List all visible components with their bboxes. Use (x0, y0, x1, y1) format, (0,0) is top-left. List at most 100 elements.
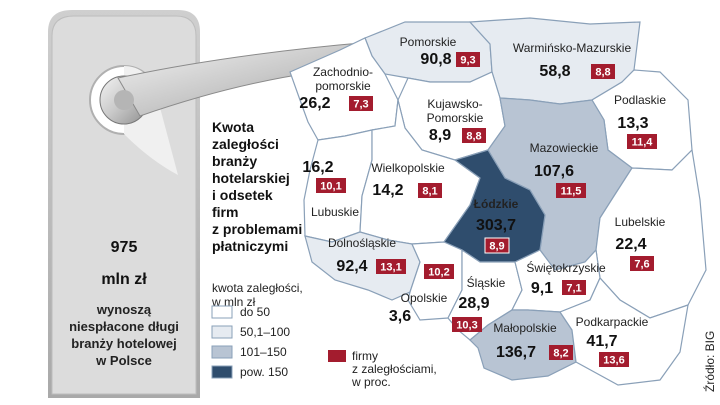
region-value: 107,6 (534, 163, 574, 180)
percent-badge (562, 280, 586, 295)
region-label-lubelskie: Lubelskie 22,4 7,6 (615, 215, 666, 271)
region-value: 28,9 (458, 295, 489, 312)
region-label-zachodniopomorskie: Zachodnio-pomorskie 26,2 7,3 (299, 65, 373, 112)
region-name: Lubelskie (615, 215, 666, 229)
percent-badge-label: 11,5 (561, 186, 582, 198)
region-name: Wielkopolskie (371, 161, 445, 175)
legend-label: 101–150 (240, 345, 287, 359)
percent-badge-label: 8,2 (553, 348, 568, 360)
region-podkarpackie[interactable] (559, 276, 689, 386)
legend-firms-swatch (328, 350, 346, 362)
region-name: Mazowieckie (530, 141, 599, 155)
region-opolskie[interactable] (407, 241, 463, 321)
percent-badge-label: 10,1 (320, 181, 341, 193)
total-caption-line: niespłacone długi (69, 319, 179, 334)
region-value: 136,7 (496, 344, 536, 361)
region-name: Warmińsko-Mazurskie (513, 41, 632, 55)
region-labels-layer: Pomorskie 90,8 9,3 Warmińsko-Mazurskie 58,8 8… (299, 35, 666, 367)
region-name: Zachodnio- (313, 65, 373, 79)
region-label-warminsko-mazurskie: Warmińsko-Mazurskie 58,8 8,8 (513, 41, 632, 80)
percent-badge-label: 8,9 (489, 241, 504, 253)
region-name: Dolnośląskie (328, 236, 396, 250)
region-name: Kujawsko- (427, 97, 482, 111)
region-name: Łódzkie (474, 197, 519, 211)
region-value: 14,2 (372, 182, 403, 199)
region-value: 9,1 (531, 280, 553, 297)
region-value: 41,7 (586, 333, 617, 350)
percent-badge (630, 256, 654, 271)
total-value: 975 (111, 239, 138, 256)
percent-badge-label: 13,6 (603, 355, 624, 367)
region-name: pomorskie (315, 79, 371, 93)
region-label-slaskie: Śląskie 28,9 10,3 (452, 275, 506, 332)
percent-badge (424, 264, 454, 279)
region-label-kujawsko-pomorskie: Kujawsko-Pomorskie 8,9 8,8 (427, 97, 486, 144)
legend-item: do 50 (211, 305, 270, 319)
region-name: Lubuskie (311, 205, 359, 219)
total-unit: mln zł (101, 271, 147, 288)
title-line: firm (212, 204, 238, 220)
region-value: 303,7 (476, 217, 516, 234)
region-name: Małopolskie (493, 321, 557, 335)
region-value: 16,2 (302, 159, 333, 176)
percent-badge-label: 7,3 (353, 99, 368, 111)
percent-badge (376, 259, 406, 274)
total-caption-line: wynoszą (96, 302, 152, 317)
percent-badge-label: 11,4 (632, 137, 654, 149)
percent-badge-label: 8,8 (466, 131, 481, 143)
region-label-opolskie: Opolskie 3,6 10,2 (389, 264, 454, 325)
region-label-podlaskie: Podlaskie 13,3 11,4 (614, 93, 666, 149)
region-label-pomorskie: Pomorskie 90,8 9,3 (400, 35, 480, 68)
percent-badge (591, 64, 615, 79)
legend-swatch (211, 305, 233, 319)
percent-badge-label: 8,1 (422, 186, 437, 198)
percent-badge-label: 10,3 (456, 320, 477, 332)
region-name: Podkarpackie (576, 315, 649, 329)
percent-badge (316, 178, 346, 193)
region-label-lodzkie: Łódzkie 303,7 8,9 (474, 197, 519, 254)
legend-title-line: kwota zaległości, (212, 281, 303, 295)
region-value: 58,8 (539, 63, 570, 80)
region-label-swietokrzyskie: Świętokrzyskie 9,1 7,1 (526, 260, 606, 297)
percent-badge (462, 128, 486, 143)
title-line: płatniczymi (212, 238, 288, 254)
title-line: i odsetek (212, 187, 273, 203)
region-value: 90,8 (420, 51, 451, 68)
source-text: Źródło: BIG (702, 331, 717, 392)
region-value: 92,4 (336, 258, 367, 275)
title-line: zaległości (212, 136, 279, 152)
percent-badge (556, 183, 586, 198)
region-name: Pomorskie (400, 35, 457, 49)
region-name: Podlaskie (614, 93, 666, 107)
percent-badge (418, 183, 442, 198)
source-note: Źródło: BIG (702, 331, 717, 392)
legend-label: 50,1–100 (240, 325, 290, 339)
legend-label: do 50 (240, 305, 270, 319)
percent-badge (599, 352, 629, 367)
region-value: 3,6 (389, 308, 411, 325)
legend-label: pow. 150 (240, 365, 288, 379)
region-name: Świętokrzyskie (526, 260, 606, 275)
region-value: 26,2 (299, 95, 330, 112)
region-label-dolnoslaskie: Dolnośląskie 92,4 13,1 (328, 236, 406, 275)
title-line: hotelarskiej (212, 170, 290, 186)
percent-badge-label: 9,3 (460, 55, 475, 67)
percent-badge-label: 8,8 (595, 67, 610, 79)
percent-badge (549, 345, 573, 360)
region-value: 8,9 (429, 127, 451, 144)
percent-badge (627, 134, 657, 149)
percent-badge (456, 52, 480, 67)
region-malopolskie[interactable] (469, 309, 577, 381)
title-line: Kwota (212, 119, 254, 135)
region-name: Pomorskie (427, 111, 484, 125)
region-label-wielkopolskie: Wielkopolskie 14,2 8,1 (371, 161, 445, 199)
total-panel: 975 mln zł wynoszą niespłacone długi branży … (69, 239, 179, 368)
region-name: Śląskie (467, 275, 506, 290)
region-value: 13,3 (617, 115, 648, 132)
legend-firms-line: w proc. (351, 375, 391, 389)
